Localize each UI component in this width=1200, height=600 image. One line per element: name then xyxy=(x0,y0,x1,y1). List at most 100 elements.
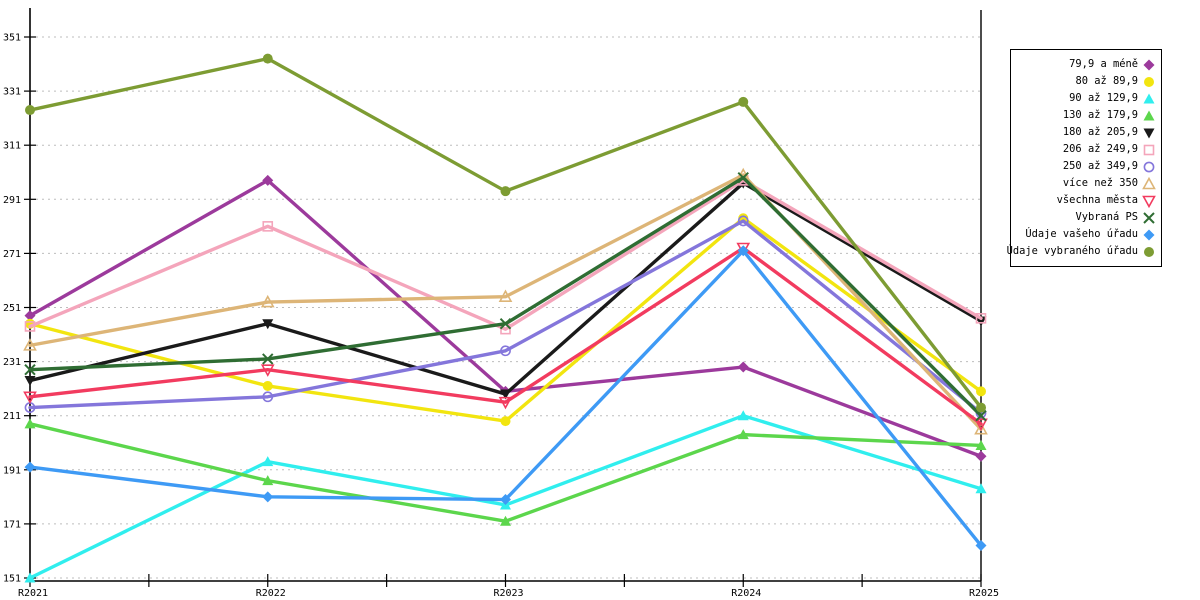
legend-marker-90-az-129-9 xyxy=(1143,93,1155,103)
legend-label-130-az-179-9: 130 až 179,9 xyxy=(1062,109,1138,121)
legend-label-250-az-349-9: 250 až 349,9 xyxy=(1062,160,1138,172)
legend-label-80-az-89-9: 80 až 89,9 xyxy=(1075,75,1138,87)
legend-marker-vice-nez-350 xyxy=(1142,176,1156,189)
series-80-az-89-9-point-r2025 xyxy=(976,386,986,397)
series-180-az-205-9-point-r2021 xyxy=(24,376,36,387)
series-vice-nez-350-point-r2025 xyxy=(974,422,988,435)
legend-label-180-az-205-9: 180 až 205,9 xyxy=(1062,126,1138,138)
legend-label-udaje-vaseho-uradu: Údaje vašeho úřadu xyxy=(1025,228,1138,240)
series-line-250-az-349-9 xyxy=(28,219,983,415)
legend-glyph-udaje-vybraneho-uradu xyxy=(1144,246,1154,257)
series-206-az-249-9-point-r2025 xyxy=(975,313,987,324)
series-206-az-249-9-point-r2022 xyxy=(262,221,274,232)
legend-glyph-130-az-179-9 xyxy=(1143,110,1155,120)
series-vsechna-mesta-point-r2025 xyxy=(974,418,988,431)
y-tick-label-231: 231 xyxy=(3,357,21,368)
x-tick-label-r2024: R2024 xyxy=(731,588,761,599)
y-tick-label-331: 331 xyxy=(3,87,21,98)
legend-item-udaje-vaseho-uradu: Údaje vašeho úřadu xyxy=(1011,226,1161,243)
series-250-az-349-9-point-r2023 xyxy=(500,345,511,357)
series-130-az-179-9-point-r2024 xyxy=(737,429,749,440)
legend-item-250-az-349-9: 250 až 349,9 xyxy=(1011,158,1161,175)
y-tick-label-191: 191 xyxy=(3,465,21,476)
legend-marker-vybrana-ps xyxy=(1143,211,1155,224)
series-250-az-349-9 xyxy=(24,215,987,419)
legend-marker-80-az-89-9 xyxy=(1144,76,1154,87)
legend-item-90-az-129-9: 90 až 129,9 xyxy=(1011,90,1161,107)
legend: 79,9 a méně 80 až 89,9 90 až 129,9 130 až 1… xyxy=(1007,49,1162,267)
series-udaje-vybraneho-uradu xyxy=(25,53,986,413)
series-udaje-vybraneho-uradu-point-r2024 xyxy=(738,96,749,107)
series-line-vice-nez-350 xyxy=(28,173,983,431)
legend-item-vybrana-ps: Vybraná PS xyxy=(1011,209,1161,226)
series-vybrana-ps-point-r2021 xyxy=(24,364,36,376)
legend-label-vybrana-ps: Vybraná PS xyxy=(1075,211,1138,223)
series-90-az-129-9-point-r2024 xyxy=(737,410,749,421)
legend-item-79-9-a-mene: 79,9 a méně xyxy=(1011,56,1161,73)
x-tick-label-r2025: R2025 xyxy=(969,588,999,599)
x-tick-label-r2021: R2021 xyxy=(18,588,48,599)
series-130-az-179-9-point-r2023 xyxy=(500,515,511,526)
legend-label-90-az-129-9: 90 až 129,9 xyxy=(1069,92,1138,104)
series-vice-nez-350-point-r2021 xyxy=(23,338,37,351)
series-130-az-179-9-point-r2022 xyxy=(262,475,274,486)
series-vsechna-mesta-point-r2023 xyxy=(498,396,513,410)
legend-item-vice-nez-350: více než 350 xyxy=(1011,175,1161,192)
series-line-vsechna-mesta xyxy=(28,246,983,426)
y-tick-label-311: 311 xyxy=(3,141,21,152)
legend-glyph-udaje-vaseho-uradu xyxy=(1143,229,1155,240)
series-udaje-vybraneho-uradu-point-r2023 xyxy=(500,186,511,197)
legend-glyph-90-az-129-9 xyxy=(1143,93,1155,103)
series-79-9-a-mene-point-r2024 xyxy=(737,361,749,373)
legend-item-206-az-249-9: 206 až 249,9 xyxy=(1011,141,1161,158)
series-250-az-349-9-point-r2024 xyxy=(737,215,749,227)
x-tick-label-r2022: R2022 xyxy=(256,588,286,599)
series-vybrana-ps-point-r2023 xyxy=(499,318,512,330)
y-tick-label-271: 271 xyxy=(3,249,21,260)
series-130-az-179-9-point-r2021 xyxy=(24,418,36,429)
series-vice-nez-350-point-r2022 xyxy=(260,294,275,308)
series-180-az-205-9-point-r2023 xyxy=(500,389,511,400)
legend-glyph-vybrana-ps xyxy=(1143,211,1155,224)
legend-glyph-180-az-205-9 xyxy=(1143,128,1155,138)
series-90-az-129-9-point-r2022 xyxy=(262,456,274,467)
legend-label-79-9-a-mene: 79,9 a méně xyxy=(1069,58,1138,70)
legend-marker-180-az-205-9 xyxy=(1143,128,1155,138)
series-90-az-129-9-point-r2021 xyxy=(24,572,36,583)
series-udaje-vaseho-uradu-point-r2022 xyxy=(262,491,274,503)
legend-marker-udaje-vybraneho-uradu xyxy=(1144,246,1154,257)
x-tick-label-r2023: R2023 xyxy=(493,588,523,599)
series-udaje-vybraneho-uradu-point-r2021 xyxy=(25,105,35,116)
series-180-az-205-9-point-r2025 xyxy=(975,316,987,327)
series-udaje-vaseho-uradu-point-r2023 xyxy=(500,494,511,506)
legend-marker-130-az-179-9 xyxy=(1143,110,1155,120)
series-udaje-vaseho-uradu xyxy=(24,245,987,552)
series-udaje-vaseho-uradu-point-r2025 xyxy=(975,540,987,552)
series-vybrana-ps xyxy=(24,171,987,422)
y-tick-label-291: 291 xyxy=(3,195,21,206)
legend-label-udaje-vybraneho-uradu: Údaje vybraného úřadu xyxy=(1006,245,1138,257)
series-79-9-a-mene-point-r2022 xyxy=(262,174,274,186)
series-vybrana-ps-point-r2025 xyxy=(975,409,987,422)
series-130-az-179-9-point-r2025 xyxy=(975,439,987,450)
series-udaje-vaseho-uradu-point-r2021 xyxy=(24,461,36,473)
y-tick-label-211: 211 xyxy=(3,411,21,422)
series-udaje-vybraneho-uradu-point-r2022 xyxy=(262,53,273,64)
legend-marker-250-az-349-9 xyxy=(1143,161,1155,172)
x-axis: R2021 R2022 R2023 R2024 R2025 xyxy=(18,574,999,599)
legend-item-vsechna-mesta: všechna města xyxy=(1011,192,1161,209)
y-tick-label-251: 251 xyxy=(3,303,21,314)
legend-glyph-80-az-89-9 xyxy=(1144,76,1154,87)
series-udaje-vaseho-uradu-point-r2024 xyxy=(737,245,749,257)
series-79-9-a-mene-point-r2025 xyxy=(975,450,987,462)
y-tick-label-171: 171 xyxy=(3,519,21,530)
series-vsechna-mesta-point-r2022 xyxy=(260,364,275,377)
legend-glyph-vice-nez-350 xyxy=(1142,176,1156,189)
y-tick-label-151: 151 xyxy=(3,574,21,585)
legend-item-udaje-vybraneho-uradu: Údaje vybraného úřadu xyxy=(1007,243,1161,260)
legend-glyph-vsechna-mesta xyxy=(1142,195,1156,208)
legend-label-vice-nez-350: více než 350 xyxy=(1062,177,1138,189)
legend-marker-vsechna-mesta xyxy=(1142,195,1156,208)
